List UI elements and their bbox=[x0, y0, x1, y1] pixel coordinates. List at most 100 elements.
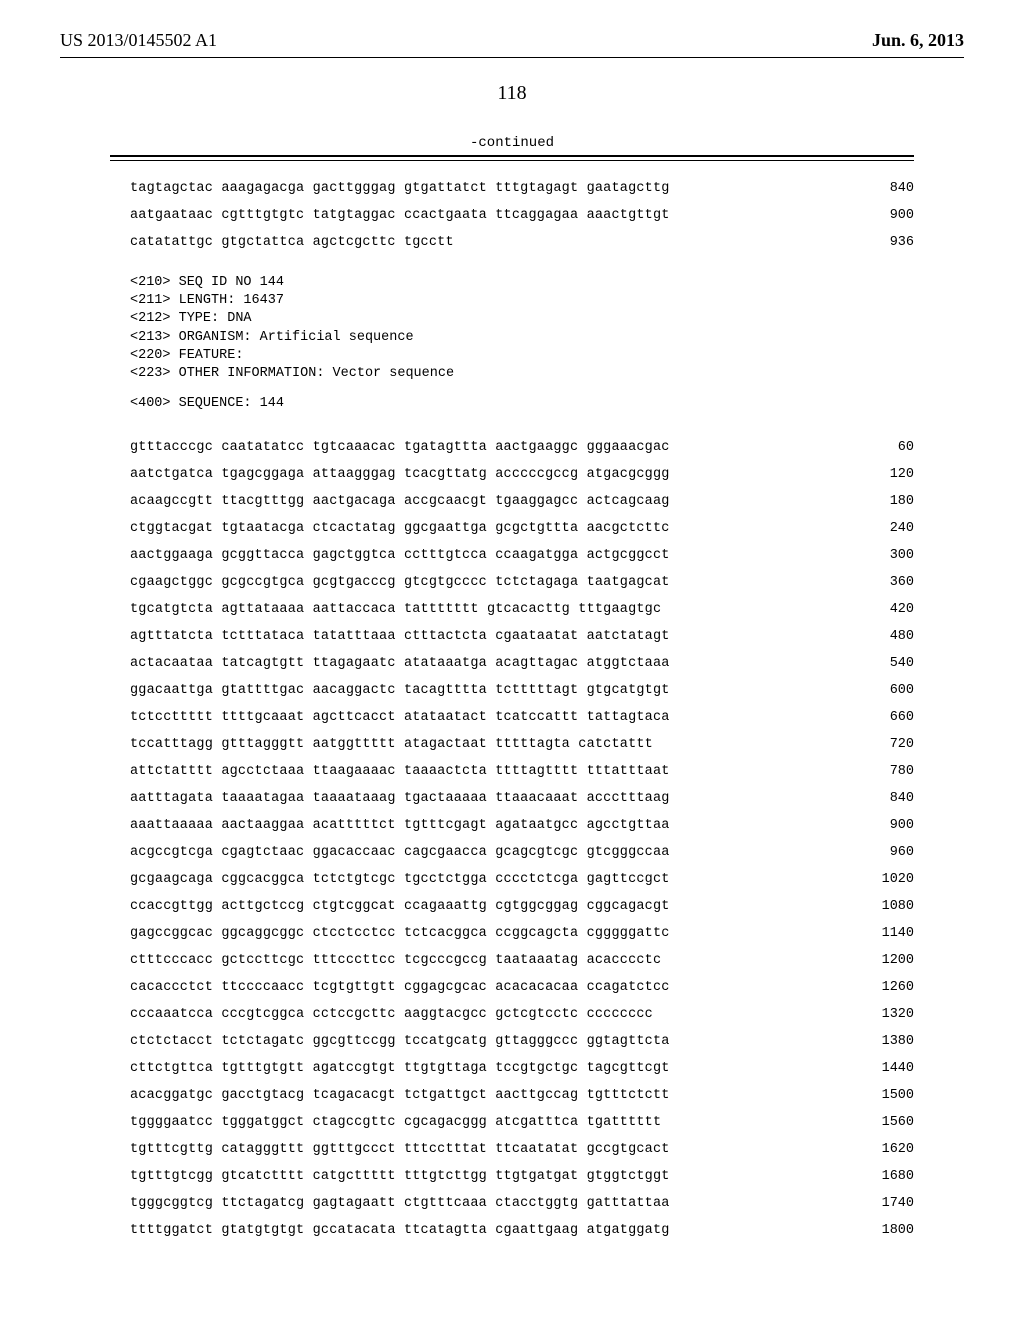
sequence-row: tagtagctac aaagagacga gacttgggag gtgatta… bbox=[130, 175, 914, 202]
sequence-row: tggggaatcc tgggatggct ctagccgttc cgcagac… bbox=[130, 1109, 914, 1136]
sequence-row: attctatttt agcctctaaa ttaagaaaac taaaact… bbox=[130, 758, 914, 785]
main-sequence-block: gtttacccgc caatatatcc tgtcaaacac tgatagt… bbox=[0, 420, 1024, 1244]
meta-line: <213> ORGANISM: Artificial sequence bbox=[130, 329, 914, 347]
sequence-groups: cttctgttca tgtttgtgtt agatccgtgt ttgtgtt… bbox=[130, 1055, 670, 1082]
sequence-groups: ccaccgttgg acttgctccg ctgtcggcat ccagaaa… bbox=[130, 893, 670, 920]
sequence-groups: aatgaataac cgtttgtgtc tatgtaggac ccactga… bbox=[130, 202, 670, 229]
sequence-position: 1680 bbox=[842, 1163, 914, 1190]
sequence-row: tctccttttt ttttgcaaat agcttcacct atataat… bbox=[130, 704, 914, 731]
sequence-position: 1380 bbox=[842, 1028, 914, 1055]
sequence-row: ctttcccacc gctccttcgc tttcccttcc tcgcccg… bbox=[130, 947, 914, 974]
header-rule bbox=[60, 57, 964, 58]
sequence-position: 1620 bbox=[842, 1136, 914, 1163]
continued-label: -continued bbox=[0, 135, 1024, 151]
sequence-position: 1320 bbox=[842, 1001, 914, 1028]
sequence-row: agtttatcta tctttataca tatatttaaa ctttact… bbox=[130, 623, 914, 650]
sequence-row: ttttggatct gtatgtgtgt gccatacata ttcatag… bbox=[130, 1217, 914, 1244]
sequence-position: 900 bbox=[842, 202, 914, 229]
sequence-position: 936 bbox=[842, 229, 914, 256]
sequence-position: 900 bbox=[842, 812, 914, 839]
sequence-groups: catatattgc gtgctattca agctcgcttc tgcctt bbox=[130, 229, 454, 256]
sequence-groups: ggacaattga gtattttgac aacaggactc tacagtt… bbox=[130, 677, 670, 704]
sequence-groups: tagtagctac aaagagacga gacttgggag gtgatta… bbox=[130, 175, 670, 202]
sequence-position: 60 bbox=[842, 434, 914, 461]
sequence-groups: gcgaagcaga cggcacggca tctctgtcgc tgcctct… bbox=[130, 866, 670, 893]
sequence-groups: attctatttt agcctctaaa ttaagaaaac taaaact… bbox=[130, 758, 670, 785]
sequence-groups: tgtttcgttg catagggttt ggtttgccct tttcctt… bbox=[130, 1136, 670, 1163]
sequence-groups: tgcatgtcta agttataaaa aattaccaca tattttt… bbox=[130, 596, 661, 623]
sequence-groups: actacaataa tatcagtgtt ttagagaatc atataaa… bbox=[130, 650, 670, 677]
sequence-position: 960 bbox=[842, 839, 914, 866]
sequence-groups: ctggtacgat tgtaatacga ctcactatag ggcgaat… bbox=[130, 515, 670, 542]
sequence-row: tgtttgtcgg gtcatctttt catgcttttt tttgtct… bbox=[130, 1163, 914, 1190]
sequence-groups: tggggaatcc tgggatggct ctagccgttc cgcagac… bbox=[130, 1109, 661, 1136]
sequence-row: ctggtacgat tgtaatacga ctcactatag ggcgaat… bbox=[130, 515, 914, 542]
publication-date: Jun. 6, 2013 bbox=[872, 30, 964, 51]
sequence-groups: ttttggatct gtatgtgtgt gccatacata ttcatag… bbox=[130, 1217, 670, 1244]
sequence-row: aatctgatca tgagcggaga attaagggag tcacgtt… bbox=[130, 461, 914, 488]
meta-line: <223> OTHER INFORMATION: Vector sequence bbox=[130, 365, 914, 383]
meta-line: <212> TYPE: DNA bbox=[130, 310, 914, 328]
sequence-row: tgggcggtcg ttctagatcg gagtagaatt ctgtttc… bbox=[130, 1190, 914, 1217]
sequence-position: 1500 bbox=[842, 1082, 914, 1109]
sequence-row: gtttacccgc caatatatcc tgtcaaacac tgatagt… bbox=[130, 434, 914, 461]
sequence-position: 180 bbox=[842, 488, 914, 515]
sequence-groups: aatttagata taaaatagaa taaaataaag tgactaa… bbox=[130, 785, 670, 812]
sequence-position: 1560 bbox=[842, 1109, 914, 1136]
sequence-row: tgtttcgttg catagggttt ggtttgccct tttcctt… bbox=[130, 1136, 914, 1163]
sequence-position: 660 bbox=[842, 704, 914, 731]
sequence-position: 1260 bbox=[842, 974, 914, 1001]
top-sequence-block: tagtagctac aaagagacga gacttgggag gtgatta… bbox=[0, 161, 1024, 256]
sequence-position: 420 bbox=[842, 596, 914, 623]
sequence-position: 1440 bbox=[842, 1055, 914, 1082]
sequence-groups: tgggcggtcg ttctagatcg gagtagaatt ctgtttc… bbox=[130, 1190, 670, 1217]
sequence-row: acaagccgtt ttacgtttgg aactgacaga accgcaa… bbox=[130, 488, 914, 515]
sequence-groups: cccaaatcca cccgtcggca cctccgcttc aaggtac… bbox=[130, 1001, 653, 1028]
sequence-position: 360 bbox=[842, 569, 914, 596]
sequence-meta-block: <210> SEQ ID NO 144<211> LENGTH: 16437<2… bbox=[0, 256, 1024, 420]
meta-line: <211> LENGTH: 16437 bbox=[130, 292, 914, 310]
sequence-position: 1080 bbox=[842, 893, 914, 920]
sequence-row: cacaccctct ttccccaacc tcgtgttgtt cggagcg… bbox=[130, 974, 914, 1001]
sequence-row: cttctgttca tgtttgtgtt agatccgtgt ttgtgtt… bbox=[130, 1055, 914, 1082]
sequence-position: 1740 bbox=[842, 1190, 914, 1217]
sequence-row: aaattaaaaa aactaaggaa acatttttct tgtttcg… bbox=[130, 812, 914, 839]
sequence-groups: aaattaaaaa aactaaggaa acatttttct tgtttcg… bbox=[130, 812, 670, 839]
page-header: US 2013/0145502 A1 Jun. 6, 2013 bbox=[0, 0, 1024, 57]
sequence-groups: aatctgatca tgagcggaga attaagggag tcacgtt… bbox=[130, 461, 670, 488]
sequence-position: 480 bbox=[842, 623, 914, 650]
sequence-groups: acgccgtcga cgagtctaac ggacaccaac cagcgaa… bbox=[130, 839, 670, 866]
sequence-position: 780 bbox=[842, 758, 914, 785]
sequence-row: catatattgc gtgctattca agctcgcttc tgcctt 9… bbox=[130, 229, 914, 256]
sequence-row: cccaaatcca cccgtcggca cctccgcttc aaggtac… bbox=[130, 1001, 914, 1028]
sequence-position: 840 bbox=[842, 785, 914, 812]
sequence-position: 1140 bbox=[842, 920, 914, 947]
sequence-row: aatgaataac cgtttgtgtc tatgtaggac ccactga… bbox=[130, 202, 914, 229]
sequence-position: 840 bbox=[842, 175, 914, 202]
sequence-groups: cacaccctct ttccccaacc tcgtgttgtt cggagcg… bbox=[130, 974, 670, 1001]
sequence-row: aatttagata taaaatagaa taaaataaag tgactaa… bbox=[130, 785, 914, 812]
page-number: 118 bbox=[0, 82, 1024, 105]
sequence-groups: acacggatgc gacctgtacg tcagacacgt tctgatt… bbox=[130, 1082, 670, 1109]
sequence-position: 1020 bbox=[842, 866, 914, 893]
sequence-row: ggacaattga gtattttgac aacaggactc tacagtt… bbox=[130, 677, 914, 704]
sequence-groups: agtttatcta tctttataca tatatttaaa ctttact… bbox=[130, 623, 670, 650]
sequence-row: acacggatgc gacctgtacg tcagacacgt tctgatt… bbox=[130, 1082, 914, 1109]
sequence-groups: gagccggcac ggcaggcggc ctcctcctcc tctcacg… bbox=[130, 920, 670, 947]
sequence-groups: tccatttagg gtttagggtt aatggttttt atagact… bbox=[130, 731, 653, 758]
sequence-row: tgcatgtcta agttataaaa aattaccaca tattttt… bbox=[130, 596, 914, 623]
sequence-row: acgccgtcga cgagtctaac ggacaccaac cagcgaa… bbox=[130, 839, 914, 866]
sequence-groups: cgaagctggc gcgccgtgca gcgtgacccg gtcgtgc… bbox=[130, 569, 670, 596]
sequence-groups: gtttacccgc caatatatcc tgtcaaacac tgatagt… bbox=[130, 434, 670, 461]
sequence-position: 540 bbox=[842, 650, 914, 677]
sequence-row: ccaccgttgg acttgctccg ctgtcggcat ccagaaa… bbox=[130, 893, 914, 920]
sequence-groups: tgtttgtcgg gtcatctttt catgcttttt tttgtct… bbox=[130, 1163, 670, 1190]
publication-number: US 2013/0145502 A1 bbox=[60, 30, 217, 51]
sequence-row: gagccggcac ggcaggcggc ctcctcctcc tctcacg… bbox=[130, 920, 914, 947]
meta-line: <220> FEATURE: bbox=[130, 347, 914, 365]
sequence-row: aactggaaga gcggttacca gagctggtca cctttgt… bbox=[130, 542, 914, 569]
sequence-groups: aactggaaga gcggttacca gagctggtca cctttgt… bbox=[130, 542, 670, 569]
sequence-groups: tctccttttt ttttgcaaat agcttcacct atataat… bbox=[130, 704, 670, 731]
sequence-position: 240 bbox=[842, 515, 914, 542]
sequence-position: 1800 bbox=[842, 1217, 914, 1244]
